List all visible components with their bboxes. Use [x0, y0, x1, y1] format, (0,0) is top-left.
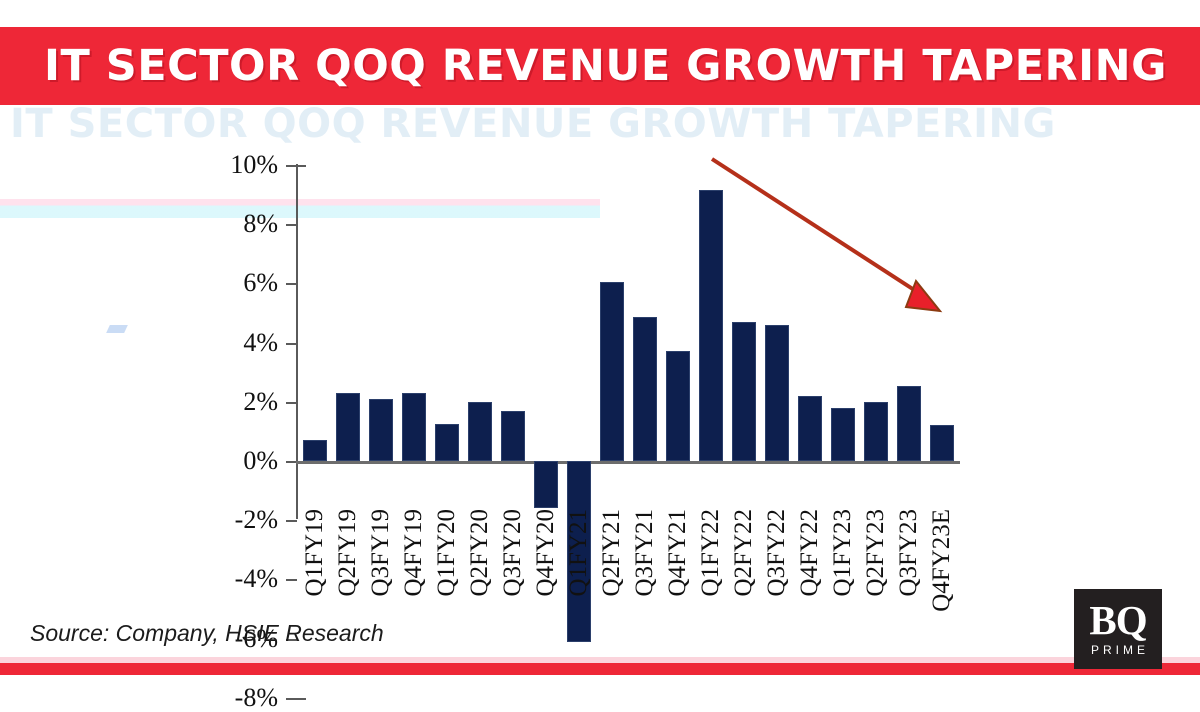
x-tick-label: Q2FY22 [729, 509, 757, 597]
y-tick-label: 10% [230, 150, 278, 179]
bottom-strip-soft [0, 657, 1200, 663]
x-tick-label: Q1FY19 [300, 509, 328, 597]
bar [896, 385, 921, 461]
y-tick-label: -2% [234, 505, 278, 535]
zero-baseline [296, 461, 960, 464]
bar-chart: 10% 8% 6% 4% 2% 0% -2% -4% -6% -8% Q1FY19 Q2FY19 Q3… [0, 105, 1200, 711]
y-tick-label: -4% [234, 564, 278, 594]
bar [401, 392, 426, 461]
x-tick-label: Q4FY20 [531, 509, 559, 597]
bottom-strip [0, 663, 1200, 675]
bar [764, 324, 789, 461]
y-axis-cap [296, 697, 306, 700]
x-tick-label: Q4FY21 [663, 509, 691, 597]
y-tick-mark [286, 401, 297, 404]
y-tick-mark [286, 638, 297, 641]
x-tick-label: Q2FY23 [861, 509, 889, 597]
x-tick-label: Q2FY20 [465, 509, 493, 597]
x-tick-label: Q1FY23 [828, 509, 856, 597]
bq-prime-logo: BQ PRIME [1074, 589, 1162, 669]
y-tick-label: 8% [243, 209, 278, 239]
y-axis-cap [296, 165, 306, 167]
y-tick-label: -8% [234, 682, 278, 712]
y-tick-label: 2% [243, 386, 278, 416]
y-tick-mark [286, 224, 297, 227]
bar [467, 401, 492, 461]
x-axis-labels: Q1FY19 Q2FY19 Q3FY19 Q4FY19 Q1FY20 Q2FY20 Q3FY… [298, 509, 958, 649]
bar [731, 321, 756, 461]
x-tick-label: Q3FY22 [762, 509, 790, 597]
header-banner: IT SECTOR QOQ REVENUE GROWTH TAPERING [0, 27, 1200, 105]
y-tick-label: 4% [243, 327, 278, 357]
y-tick-mark [286, 283, 297, 286]
bar [665, 351, 690, 461]
bar-series [298, 105, 958, 642]
bar [566, 461, 591, 642]
x-tick-label: Q2FY21 [597, 509, 625, 597]
bar [500, 410, 525, 461]
x-tick-label: Q4FY23E [927, 509, 955, 612]
bar [302, 440, 327, 461]
y-tick-mark [286, 579, 297, 582]
x-tick-label: Q1FY21 [564, 509, 592, 597]
bar [533, 461, 558, 509]
x-tick-label: Q3FY20 [498, 509, 526, 597]
x-tick-label: Q4FY22 [795, 509, 823, 597]
y-tick-label: 6% [243, 268, 278, 298]
bar [863, 401, 888, 461]
bar [335, 392, 360, 461]
bar [797, 395, 822, 461]
x-tick-label: Q3FY21 [630, 509, 658, 597]
source-note: Source: Company, HSIE Research [30, 620, 384, 646]
bar [929, 425, 954, 461]
y-tick-mark [286, 342, 297, 345]
x-tick-label: Q3FY23 [894, 509, 922, 597]
bar [599, 281, 624, 461]
bar [368, 398, 393, 461]
x-tick-label: Q2FY19 [333, 509, 361, 597]
logo-sub-text: PRIME [1090, 642, 1149, 657]
x-tick-label: Q1FY20 [432, 509, 460, 597]
y-tick-label: 0% [243, 446, 278, 475]
x-tick-label: Q1FY22 [696, 509, 724, 597]
x-tick-label: Q3FY19 [366, 509, 394, 597]
y-tick-label: -6% [234, 623, 278, 653]
bar [830, 407, 855, 461]
y-axis-labels: 10% 8% 6% 4% 2% 0% -2% -4% -6% -8% [196, 105, 278, 711]
logo-brand-text: BQ [1089, 597, 1147, 644]
y-tick-mark [286, 165, 297, 167]
y-axis-line [296, 164, 298, 519]
bar [434, 424, 459, 461]
y-tick-mark [286, 520, 297, 523]
bar [632, 317, 657, 461]
chart-page: IT SECTOR QOQ REVENUE GROWTH TAPERING IT… [0, 27, 1200, 711]
bar [698, 190, 723, 461]
page-title: IT SECTOR QOQ REVENUE GROWTH TAPERING [44, 40, 1167, 91]
x-tick-label: Q4FY19 [399, 509, 427, 597]
y-tick-mark [286, 461, 297, 463]
